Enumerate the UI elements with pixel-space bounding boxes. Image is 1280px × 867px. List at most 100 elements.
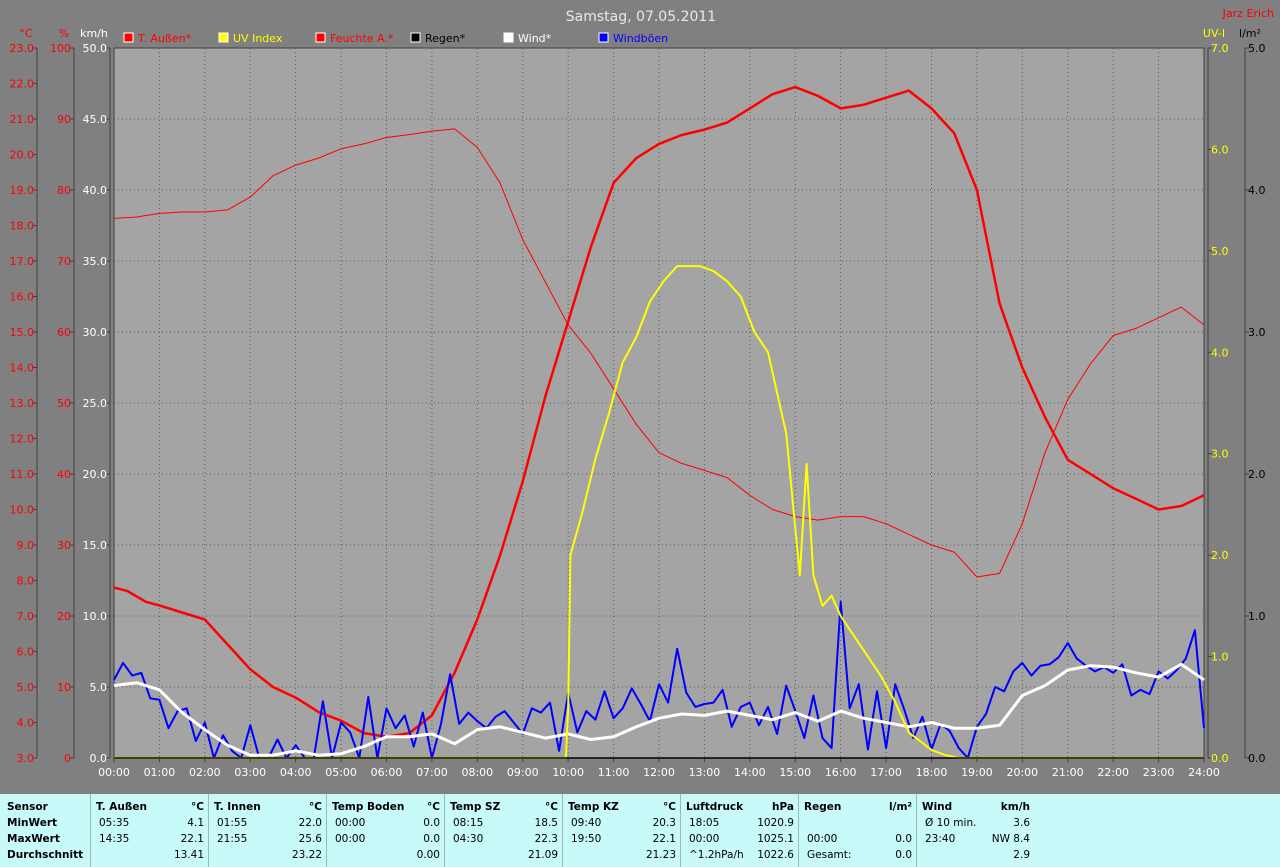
temp-tick-label: 12.0 bbox=[10, 433, 35, 446]
stat-time: 05:35 bbox=[99, 817, 130, 829]
legend-swatch bbox=[315, 32, 326, 43]
stat-value: 21.09 bbox=[527, 849, 558, 861]
stat-value: 1025.1 bbox=[757, 833, 794, 845]
weather-chart: Samstag, 07.05.2011 Jarz Erich °C % km/h… bbox=[10, 7, 1275, 779]
stat-value: 1020.9 bbox=[757, 817, 794, 829]
temp-axis-unit: °C bbox=[19, 27, 33, 40]
x-tick-label: 14:00 bbox=[734, 766, 766, 779]
stat-value: NW 8.4 bbox=[991, 833, 1030, 845]
temp-tick-label: 19.0 bbox=[10, 184, 35, 197]
x-tick-label: 06:00 bbox=[371, 766, 403, 779]
rain-tick-label: 0.0 bbox=[1248, 752, 1266, 765]
author-label: Jarz Erich bbox=[1222, 7, 1274, 20]
wind-tick-label: 5.0 bbox=[90, 681, 108, 694]
stat-column: Wind km/h Ø 10 min. 3.6 23:40 NW 8.4 2.9 bbox=[916, 794, 1034, 867]
x-tick-label: 18:00 bbox=[916, 766, 948, 779]
column-name: T. Außen bbox=[96, 801, 147, 813]
rain-tick-label: 3.0 bbox=[1248, 326, 1266, 339]
legend-swatch bbox=[218, 32, 229, 43]
stat-time: 00:00 bbox=[335, 833, 366, 845]
temp-tick-label: 4.0 bbox=[17, 717, 35, 730]
column-unit: km/h bbox=[1000, 801, 1030, 813]
stat-value: 1022.6 bbox=[757, 849, 794, 861]
x-tick-label: 24:00 bbox=[1188, 766, 1220, 779]
wind-tick-label: 45.0 bbox=[83, 113, 108, 126]
legend-swatch bbox=[598, 32, 609, 43]
rain-tick-label: 2.0 bbox=[1248, 468, 1266, 481]
temp-tick-label: 16.0 bbox=[10, 291, 35, 304]
column-unit: °C bbox=[427, 801, 440, 813]
humidity-tick-label: 50 bbox=[57, 397, 71, 410]
x-tick-label: 12:00 bbox=[643, 766, 675, 779]
x-tick-label: 17:00 bbox=[870, 766, 902, 779]
legend-label: Feuchte A.* bbox=[330, 32, 394, 45]
column-unit: hPa bbox=[772, 801, 794, 813]
legend: T. Außen* UV Index Feuchte A.* Regen* Wind* W… bbox=[123, 32, 668, 45]
column-name: Wind bbox=[922, 801, 953, 813]
humidity-tick-label: 60 bbox=[57, 326, 71, 339]
legend-label: Regen* bbox=[425, 32, 466, 45]
x-tick-label: 16:00 bbox=[825, 766, 857, 779]
x-tick-label: 08:00 bbox=[461, 766, 493, 779]
humidity-tick-label: 100 bbox=[50, 42, 71, 55]
x-tick-label: 22:00 bbox=[1097, 766, 1129, 779]
column-unit: l/m² bbox=[889, 801, 912, 813]
legend-label: T. Außen* bbox=[137, 32, 192, 45]
stat-time: 04:30 bbox=[453, 833, 484, 845]
x-tick-label: 10:00 bbox=[552, 766, 584, 779]
humidity-tick-label: 0 bbox=[64, 752, 71, 765]
wind-tick-label: 0.0 bbox=[90, 752, 108, 765]
legend-label: Wind* bbox=[518, 32, 552, 45]
stat-value: 20.3 bbox=[652, 817, 676, 829]
stat-value: 2.9 bbox=[1013, 849, 1030, 861]
temp-tick-label: 18.0 bbox=[10, 220, 35, 233]
statistics-table: Sensor MinWert MaxWert Durchschnitt T. Außen… bbox=[0, 794, 1280, 867]
column-name: Temp SZ bbox=[450, 801, 501, 813]
stat-value: 4.1 bbox=[187, 817, 204, 829]
series-line-wind bbox=[113, 662, 1205, 757]
temp-tick-label: 14.0 bbox=[10, 362, 35, 375]
wind-tick-label: 50.0 bbox=[83, 42, 108, 55]
legend-swatch bbox=[123, 32, 134, 43]
row-label: Sensor bbox=[7, 801, 48, 813]
stat-value: 22.1 bbox=[652, 833, 676, 845]
series-lines bbox=[113, 85, 1205, 759]
x-tick-label: 15:00 bbox=[779, 766, 811, 779]
legend-swatch bbox=[410, 32, 421, 43]
humidity-axis-unit: % bbox=[59, 27, 69, 40]
stat-time: Gesamt: bbox=[807, 849, 852, 861]
x-tick-label: 00:00 bbox=[98, 766, 130, 779]
stat-time: 18:05 bbox=[689, 817, 720, 829]
stat-time: 09:40 bbox=[571, 817, 602, 829]
wind-axis-unit: km/h bbox=[80, 27, 108, 40]
x-tick-label: 07:00 bbox=[416, 766, 448, 779]
wind-tick-label: 35.0 bbox=[83, 255, 108, 268]
rain-tick-label: 4.0 bbox=[1248, 184, 1266, 197]
stat-time: 21:55 bbox=[217, 833, 248, 845]
humidity-tick-label: 80 bbox=[57, 184, 71, 197]
temp-tick-label: 22.0 bbox=[10, 78, 35, 91]
stat-value: 0.0 bbox=[423, 817, 440, 829]
uv-tick-label: 2.0 bbox=[1211, 549, 1229, 562]
rain-tick-label: 5.0 bbox=[1248, 42, 1266, 55]
temp-tick-label: 23.0 bbox=[10, 42, 35, 55]
stat-time: 19:50 bbox=[571, 833, 602, 845]
stat-value: 3.6 bbox=[1013, 817, 1030, 829]
x-tick-label: 21:00 bbox=[1052, 766, 1084, 779]
temp-tick-label: 5.0 bbox=[17, 681, 35, 694]
stat-time: 00:00 bbox=[689, 833, 720, 845]
uv-tick-label: 4.0 bbox=[1211, 346, 1229, 359]
stat-value: 0.0 bbox=[423, 833, 440, 845]
row-label: MinWert bbox=[7, 817, 58, 829]
humidity-tick-label: 40 bbox=[57, 468, 71, 481]
stat-value: 0.0 bbox=[895, 833, 912, 845]
stat-time: 01:55 bbox=[217, 817, 248, 829]
wind-tick-label: 20.0 bbox=[83, 468, 108, 481]
humidity-tick-label: 70 bbox=[57, 255, 71, 268]
column-unit: °C bbox=[309, 801, 322, 813]
column-name: Luftdruck bbox=[686, 801, 744, 813]
x-tick-label: 03:00 bbox=[234, 766, 266, 779]
wind-tick-label: 30.0 bbox=[83, 326, 108, 339]
stat-value: 25.6 bbox=[298, 833, 322, 845]
stat-value: 0.0 bbox=[895, 849, 912, 861]
